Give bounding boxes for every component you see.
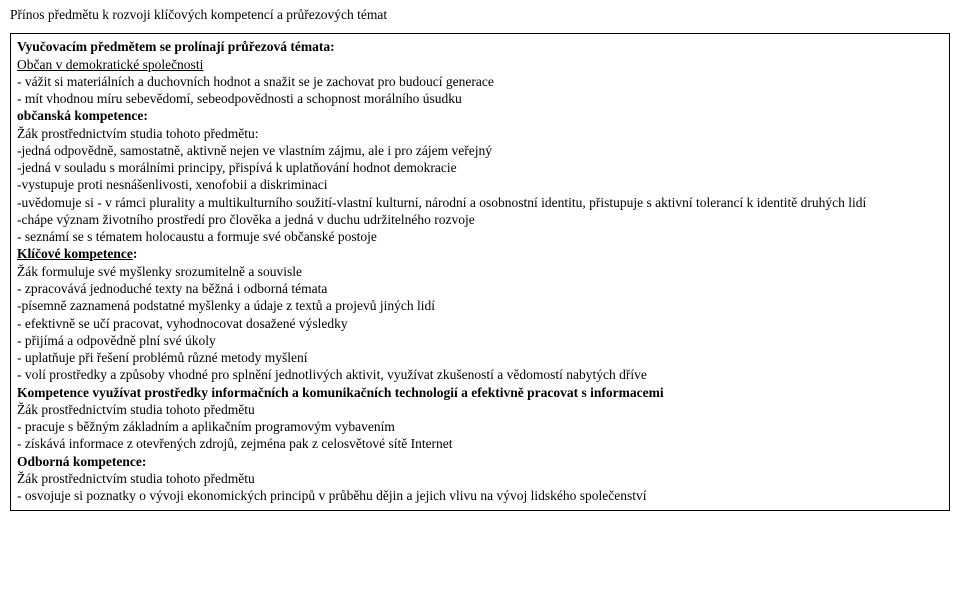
s1-l1: - vážit si materiálních a duchovních hod… [17,73,943,90]
ict-l3: - získává informace z otevřených zdrojů,… [17,435,943,452]
obcanska-l7: - seznámí se s tématem holocaustu a form… [17,228,943,245]
ict-l1: Žák prostřednictvím studia tohoto předmě… [17,401,943,418]
obcanska-l5: -uvědomuje si - v rámci plurality a mult… [17,194,943,211]
obcanska-l4: -vystupuje proti nesnášenlivosti, xenofo… [17,176,943,193]
klicove-l7: - volí prostředky a způsoby vhodné pro s… [17,366,943,383]
klicove-l3: -písemně zaznamená podstatné myšlenky a … [17,297,943,314]
odborna-l1: Žák prostřednictvím studia tohoto předmě… [17,470,943,487]
lead-bold: Vyučovacím předmětem se prolínají průřez… [17,38,943,55]
ict-title: Kompetence využívat prostředky informačn… [17,384,943,401]
klicove-colon: : [133,246,138,261]
klicove-title: Klíčové kompetence [17,246,133,261]
odborna-title: Odborná kompetence: [17,453,943,470]
content-box: Vyučovacím předmětem se prolínají průřez… [10,33,950,511]
section-obcan-title: Občan v demokratické společnosti [17,57,203,72]
klicove-l4: - efektivně se učí pracovat, vyhodnocova… [17,315,943,332]
contribution-line: Přínos předmětu k rozvoji klíčových komp… [10,6,950,23]
klicove-l2: - zpracovává jednoduché texty na běžná i… [17,280,943,297]
obcanska-l3: -jedná v souladu s morálními principy, p… [17,159,943,176]
odborna-l2: - osvojuje si poznatky o vývoji ekonomic… [17,487,943,504]
obcanska-title: občanská kompetence: [17,107,943,124]
klicove-l6: - uplatňuje při řešení problémů různé me… [17,349,943,366]
klicove-l1: Žák formuluje své myšlenky srozumitelně … [17,263,943,280]
klicove-title-line: Klíčové kompetence: [17,245,943,262]
obcanska-l2: -jedná odpovědně, samostatně, aktivně ne… [17,142,943,159]
obcanska-l6: -chápe význam životního prostředí pro čl… [17,211,943,228]
ict-l2: - pracuje s běžným základním a aplikační… [17,418,943,435]
klicove-l5: - přijímá a odpovědně plní své úkoly [17,332,943,349]
obcanska-l1: Žák prostřednictvím studia tohoto předmě… [17,125,943,142]
s1-l2: - mít vhodnou míru sebevědomí, sebeodpov… [17,90,943,107]
